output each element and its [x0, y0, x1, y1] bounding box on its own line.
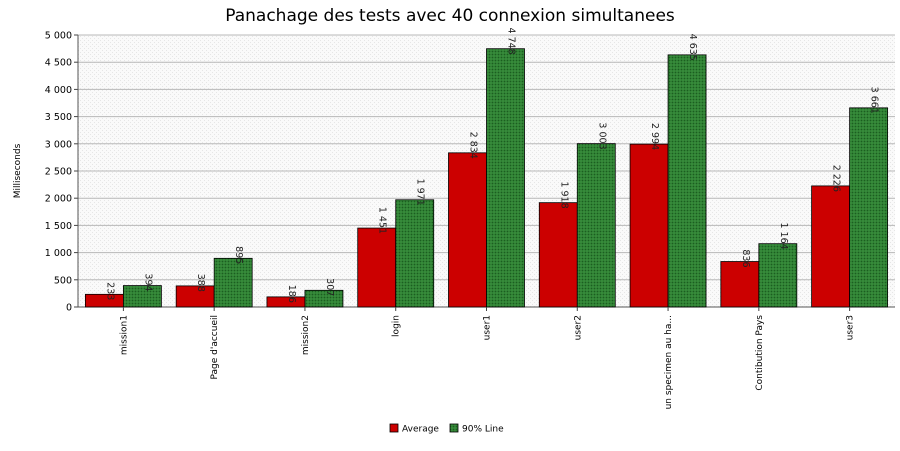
data-label: 3 003	[596, 122, 607, 149]
bar-line90-0	[122, 285, 162, 308]
x-tick-label: un specimen au ha...	[664, 315, 674, 409]
data-label: 394	[142, 273, 153, 291]
bar-line90-7	[758, 243, 798, 308]
y-tick-label: 4 500	[45, 58, 72, 69]
x-tick-label: mission1	[119, 315, 129, 355]
data-label: 1 451	[377, 207, 388, 234]
data-label: 1 164	[778, 222, 789, 249]
data-label: 388	[195, 274, 206, 292]
y-tick-label: 2 000	[45, 194, 72, 205]
bar-line90-8	[849, 107, 889, 308]
bar-average-4	[448, 152, 487, 308]
y-tick-label: 500	[54, 275, 72, 286]
data-label: 3 661	[869, 87, 880, 114]
data-label: 2 834	[468, 132, 479, 159]
bar-line90-2	[304, 289, 344, 308]
bar-average-8	[811, 185, 851, 308]
legend-label: Average	[402, 425, 439, 435]
legend: Average 90% Line	[389, 423, 504, 435]
y-tick-label: 3 000	[45, 139, 72, 150]
x-tick-label: user1	[483, 315, 493, 340]
bar-average-6	[629, 143, 669, 308]
bar-line90-6	[667, 54, 707, 308]
chart-title: Panachage des tests avec 40 connexion si…	[225, 6, 675, 26]
legend-swatch-line90	[449, 423, 459, 433]
data-label: 1 918	[558, 181, 569, 208]
bar-average-5	[538, 202, 578, 308]
bar-average-3	[357, 227, 397, 308]
x-tick-label: Page d'accueil	[210, 315, 220, 380]
y-tick-label: 3 500	[45, 112, 72, 123]
data-label: 4 635	[687, 34, 698, 61]
data-label: 2 994	[649, 123, 660, 150]
bar-average-7	[720, 261, 760, 308]
bar-line90-3	[395, 199, 435, 308]
data-label: 2 226	[831, 165, 842, 192]
x-tick-label: user2	[573, 315, 583, 340]
data-label: 4 748	[506, 28, 517, 55]
x-tick-label: login	[392, 315, 402, 337]
bar-line90-1	[213, 257, 253, 308]
y-tick-label: 5 000	[45, 31, 72, 42]
y-tick-label: 0	[66, 303, 72, 314]
data-label: 233	[104, 282, 115, 300]
data-label: 186	[286, 285, 297, 303]
legend-swatch-average	[389, 423, 399, 433]
y-tick-label: 1 500	[45, 221, 72, 232]
bar-line90-4	[486, 48, 525, 308]
x-tick-label: mission2	[301, 315, 311, 355]
data-label: 1 971	[415, 179, 426, 206]
bar-line90-5	[576, 143, 616, 308]
data-label: 836	[740, 249, 751, 267]
x-tick-label: Contibution Pays	[755, 315, 765, 391]
y-tick-label: 1 000	[45, 248, 72, 259]
y-tick-label: 2 500	[45, 167, 72, 178]
data-label: 307	[324, 278, 335, 296]
data-label: 895	[233, 246, 244, 264]
x-tick-label: user3	[846, 315, 856, 340]
legend-label: 90% Line	[462, 425, 504, 435]
y-axis-label: Milliseconds	[13, 143, 23, 198]
y-tick-label: 4 000	[45, 85, 72, 96]
